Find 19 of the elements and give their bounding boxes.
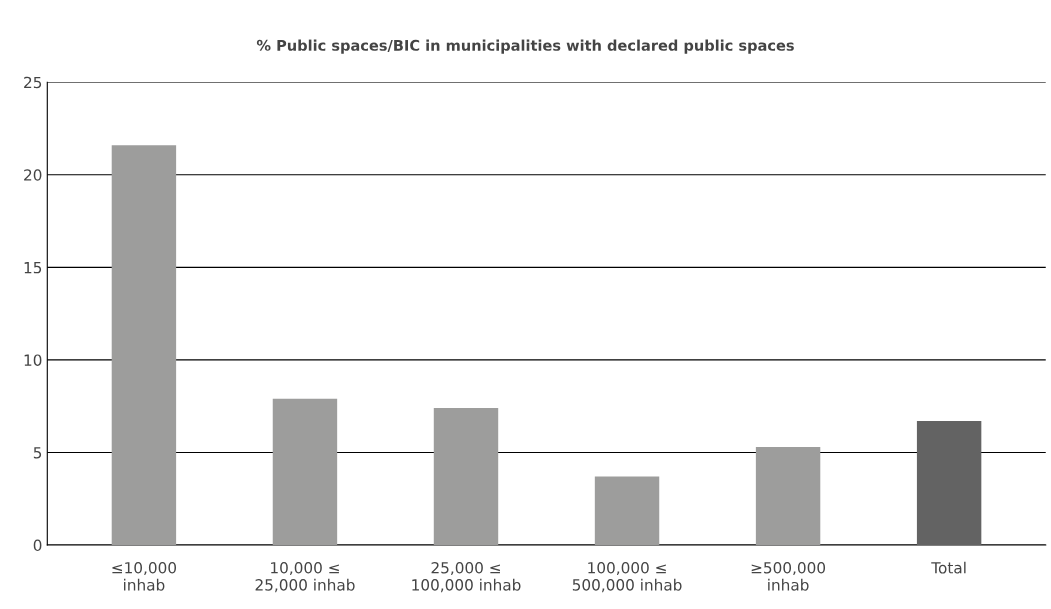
- bar: [594, 476, 660, 546]
- x-tick-label: 10,000 ≤ 25,000 inhab: [255, 561, 355, 593]
- bar: [272, 398, 338, 546]
- y-tick-label: 20: [24, 169, 42, 181]
- x-tick-label: ≤10,000 inhab: [112, 561, 177, 591]
- y-tick-label: 15: [24, 262, 42, 274]
- x-tick-label: Total: [931, 561, 966, 574]
- chart-title: % Public spaces/BIC in municipalities with declared public spaces: [256, 39, 794, 54]
- y-tick-label: 10: [24, 354, 42, 366]
- bar: [433, 408, 499, 546]
- bar: [111, 145, 177, 546]
- bar: [755, 446, 821, 546]
- y-tick-label: 0: [33, 539, 42, 552]
- x-tick-label: 25,000 ≤ 100,000 inhab: [412, 561, 521, 593]
- bar: [916, 421, 982, 546]
- y-tick-label: 25: [24, 76, 42, 89]
- x-tick-label: 100,000 ≤ 500,000 inhab: [572, 561, 682, 593]
- y-tick-label: 5: [33, 447, 42, 459]
- x-tick-label: ≥500,000 inhab: [751, 561, 826, 591]
